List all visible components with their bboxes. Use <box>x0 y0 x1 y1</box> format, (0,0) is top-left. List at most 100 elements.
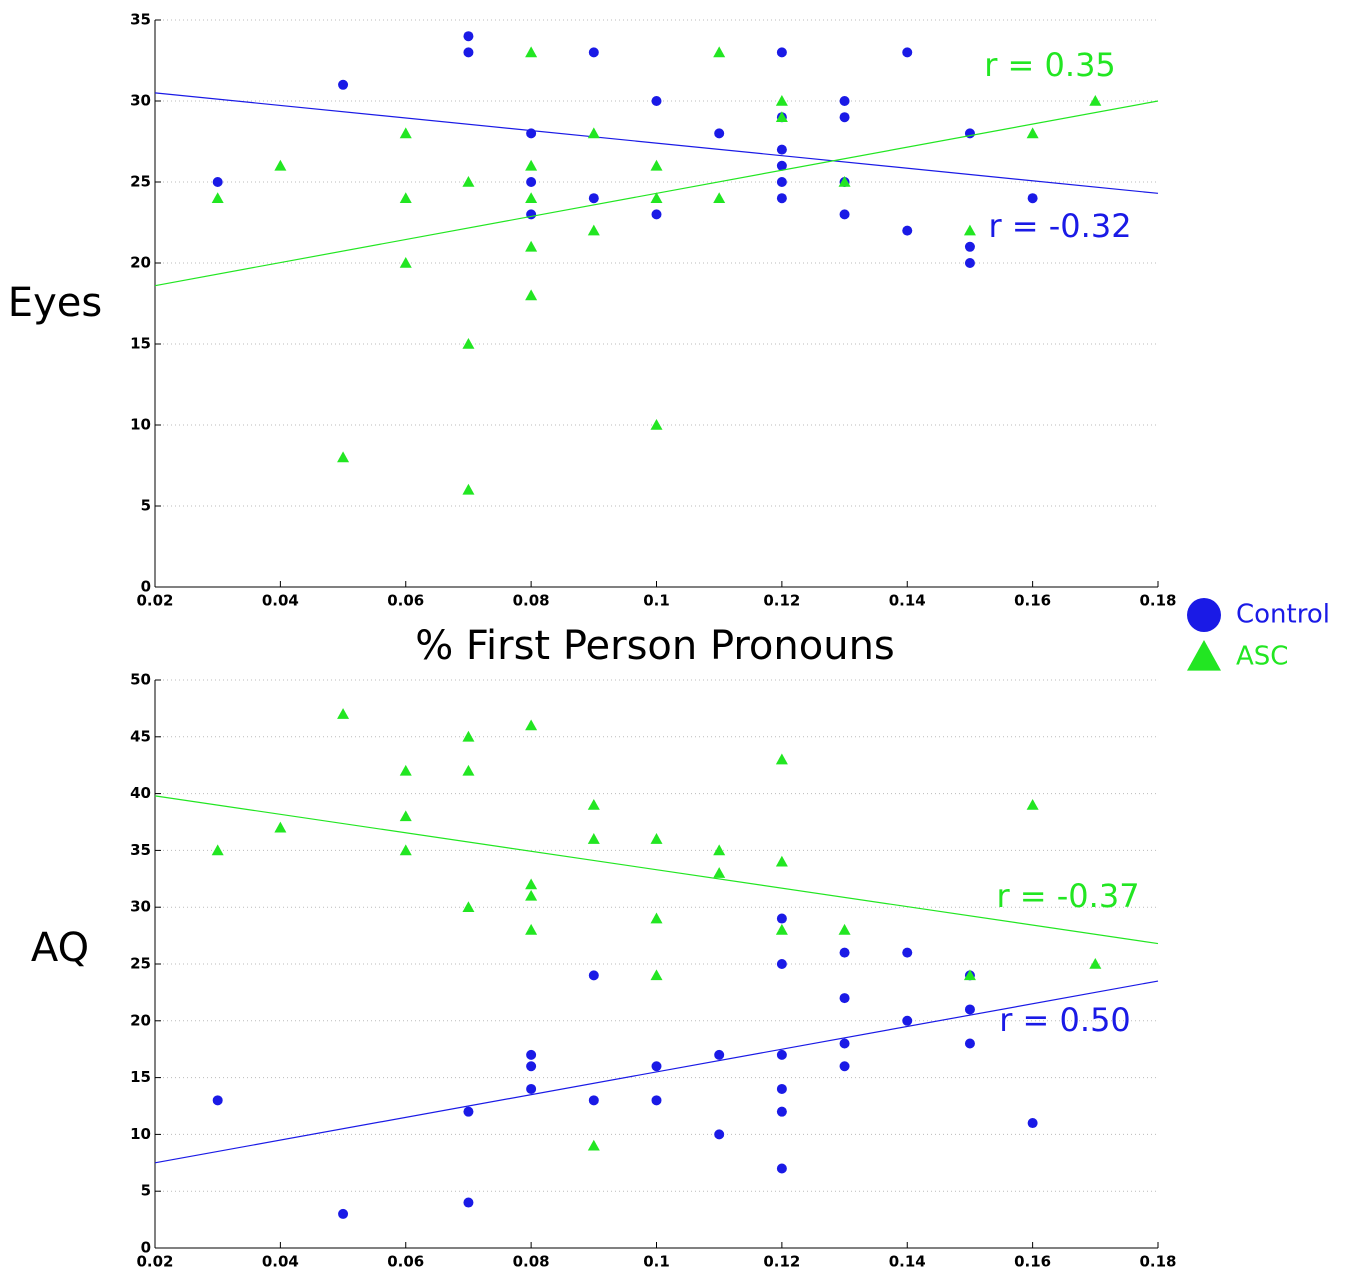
data-point <box>713 867 726 878</box>
x-tick-label: 0.14 <box>889 592 926 610</box>
y-axis-title: Eyes <box>8 280 102 326</box>
data-point <box>274 821 287 833</box>
data-point <box>963 969 976 981</box>
data-point <box>839 993 850 1004</box>
data-point <box>399 764 412 776</box>
x-tick-label: 0.16 <box>1014 1253 1051 1271</box>
y-tick-label: 30 <box>130 898 151 916</box>
y-tick-label: 50 <box>130 671 151 689</box>
data-point <box>839 1061 850 1072</box>
x-tick-label: 0.1 <box>643 1253 670 1271</box>
data-point <box>650 419 663 430</box>
y-tick-label: 45 <box>130 727 151 745</box>
data-point <box>650 159 663 171</box>
data-point <box>462 901 475 912</box>
x-tick-label: 0.1 <box>643 592 670 610</box>
data-point <box>525 889 538 901</box>
data-point <box>776 959 787 969</box>
y-tick-label: 15 <box>130 335 151 353</box>
data-point <box>462 483 475 495</box>
data-point <box>964 258 975 268</box>
data-point <box>337 451 350 463</box>
data-point <box>399 810 412 822</box>
data-point <box>650 912 663 924</box>
data-point <box>838 923 851 935</box>
x-tick-label: 0.04 <box>262 592 299 610</box>
y-tick-label: 5 <box>141 497 151 515</box>
data-point <box>463 31 474 42</box>
data-point <box>650 192 663 203</box>
x-tick-label: 0.04 <box>262 1253 299 1271</box>
data-point <box>463 47 474 58</box>
x-tick-label: 0.08 <box>513 592 550 610</box>
trend-line <box>154 92 1159 194</box>
data-point <box>463 1106 474 1117</box>
data-point <box>902 947 913 958</box>
legend-label: ASC <box>1236 642 1288 672</box>
data-point <box>588 193 599 204</box>
data-point <box>587 224 600 236</box>
data-point <box>776 1163 787 1174</box>
data-point <box>775 855 788 867</box>
y-axis-title: AQ <box>31 925 89 971</box>
x-tick-label: 0.12 <box>763 1253 800 1271</box>
data-point <box>651 96 662 106</box>
data-point <box>587 798 600 810</box>
data-point <box>964 1038 975 1049</box>
x-tick-label: 0.18 <box>1139 592 1176 610</box>
data-point <box>839 112 850 123</box>
data-point <box>525 923 538 935</box>
y-tick-label: 0 <box>141 578 151 596</box>
data-point <box>462 176 475 187</box>
correlation-label: r = -0.37 <box>996 877 1139 915</box>
data-point <box>902 1015 913 1026</box>
data-point <box>463 1197 474 1208</box>
data-point <box>588 1095 599 1106</box>
data-point <box>399 192 412 203</box>
data-point <box>838 176 851 187</box>
data-point <box>963 224 976 236</box>
x-axis-title: % First Person Pronouns <box>415 623 895 669</box>
y-tick-label: 35 <box>130 11 151 29</box>
data-point <box>525 192 538 203</box>
data-point <box>713 192 726 203</box>
x-tick-label: 0.08 <box>513 1253 550 1271</box>
data-point <box>1026 798 1039 810</box>
legend-marker <box>1187 640 1221 671</box>
data-point <box>1089 95 1102 106</box>
data-point <box>212 177 223 187</box>
data-point <box>776 144 787 155</box>
x-tick-label: 0.06 <box>387 592 424 610</box>
data-point <box>526 1049 537 1060</box>
data-point <box>338 1208 349 1219</box>
data-point <box>776 913 787 924</box>
data-point <box>274 159 287 171</box>
y-tick-label: 30 <box>130 92 151 110</box>
data-point <box>776 160 787 171</box>
data-point <box>525 159 538 171</box>
legend-marker <box>1187 598 1221 632</box>
data-point <box>462 338 475 349</box>
data-point <box>964 128 975 139</box>
data-point <box>650 969 663 981</box>
data-point <box>526 209 537 220</box>
data-point <box>211 192 224 203</box>
data-point <box>839 96 850 106</box>
data-point <box>714 1129 725 1140</box>
data-point <box>462 764 475 776</box>
data-point <box>902 47 913 58</box>
data-point <box>776 47 787 58</box>
x-tick-label: 0.18 <box>1139 1253 1176 1271</box>
y-tick-label: 20 <box>130 254 151 272</box>
data-point <box>839 1038 850 1049</box>
data-point <box>526 1083 537 1094</box>
data-point <box>587 127 600 139</box>
y-tick-label: 35 <box>130 841 151 859</box>
y-tick-label: 5 <box>141 1182 151 1200</box>
data-point <box>338 79 349 90</box>
trend-line <box>154 980 1159 1164</box>
y-tick-label: 20 <box>130 1011 151 1029</box>
data-point <box>526 1061 537 1072</box>
